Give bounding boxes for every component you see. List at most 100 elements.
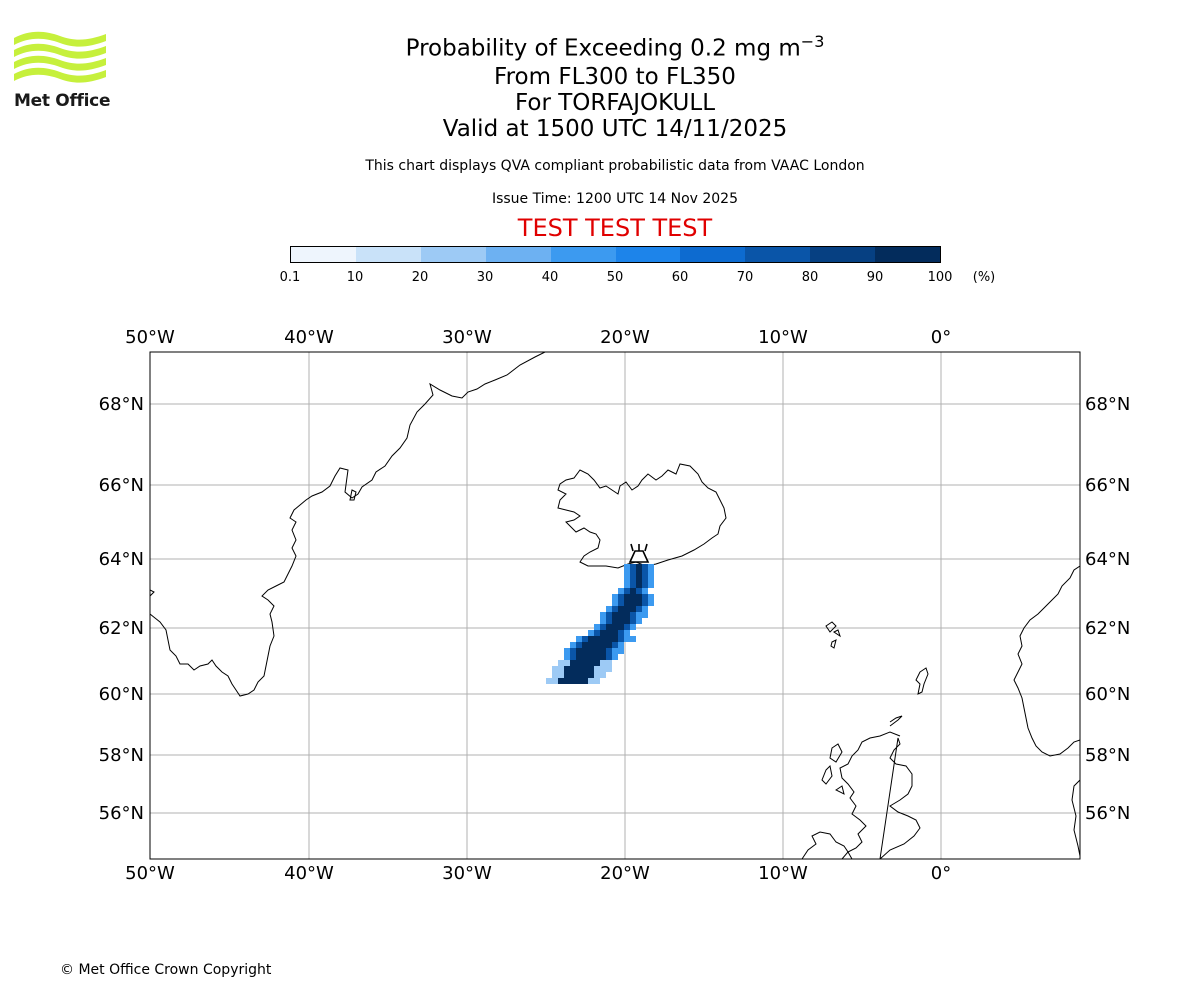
plume-cell — [594, 624, 600, 630]
colorbar-segment — [745, 247, 811, 262]
plume-cell — [630, 594, 636, 600]
chart-title-text: Probability of Exceeding 0.2 mg m — [405, 35, 801, 62]
lon-label-bottom: 0° — [931, 863, 951, 884]
lat-label-left: 58°N — [99, 745, 144, 766]
scotland-coastline — [839, 715, 921, 859]
plume-cell — [600, 612, 606, 618]
plume-cell — [636, 582, 642, 588]
lat-labels-right: 68°N 66°N 64°N 62°N 60°N 58°N 56°N — [1085, 394, 1130, 824]
colorbar-tick-label: 70 — [736, 270, 754, 285]
colorbar-segment — [810, 247, 876, 262]
plume-cell — [624, 624, 630, 630]
chart-description: This chart displays QVA compliant probab… — [365, 158, 865, 174]
plume-cell — [618, 636, 624, 642]
plume-cell — [624, 612, 630, 618]
plume-cell — [636, 618, 642, 624]
plume-cell — [582, 654, 588, 660]
plume-cell — [642, 612, 648, 618]
plume-cell — [606, 624, 612, 630]
plume-cell — [624, 600, 630, 606]
colorbar-ticks: 0.1 10 20 30 40 50 60 70 80 90 100 — [0, 270, 1200, 290]
plume-cell — [630, 564, 636, 570]
plume-cell — [600, 648, 606, 654]
colorbar-segment — [550, 247, 616, 262]
plume-cell — [594, 630, 600, 636]
plume-cell — [648, 600, 654, 606]
hebrides — [821, 743, 845, 795]
plume-cell — [618, 606, 624, 612]
volcano-icon — [628, 543, 650, 563]
plume-cell — [588, 678, 594, 684]
plume-cell — [636, 576, 642, 582]
lat-label-right: 66°N — [1085, 475, 1130, 496]
colorbar-tick-label: 80 — [801, 270, 819, 285]
lon-labels-bottom: 50°W 40°W 30°W 20°W 10°W 0° — [125, 863, 951, 884]
lon-label-top: 0° — [931, 327, 951, 348]
plume-cell — [630, 624, 636, 630]
plume-cell — [594, 636, 600, 642]
plume-cell — [612, 630, 618, 636]
lat-label-right: 60°N — [1085, 684, 1130, 705]
plume-cell — [594, 660, 600, 666]
plume-cell — [648, 582, 654, 588]
logo-label: Met Office — [14, 91, 111, 111]
plume-cell — [600, 654, 606, 660]
plume-cell — [630, 618, 636, 624]
plume-cell — [588, 666, 594, 672]
plume-cell — [612, 636, 618, 642]
plume-cell — [606, 612, 612, 618]
plume-cell — [570, 654, 576, 660]
plume-cell — [636, 570, 642, 576]
plume-cell — [624, 606, 630, 612]
plume-cell — [582, 636, 588, 642]
plume-cell — [624, 588, 630, 594]
plume-cell — [630, 606, 636, 612]
colorbar-segment — [420, 247, 486, 262]
plume-cell — [582, 666, 588, 672]
plume-cell — [564, 648, 570, 654]
plume-cell — [636, 606, 642, 612]
plume-cell — [570, 666, 576, 672]
plume-cell — [576, 648, 582, 654]
plume-cell — [600, 642, 606, 648]
volcano-name: For TORFAJOKULL — [514, 90, 716, 116]
lon-label-bottom: 40°W — [284, 863, 334, 884]
plume-cell — [648, 576, 654, 582]
colorbar-segment — [680, 247, 746, 262]
chart-title-exponent: −3 — [800, 32, 825, 51]
plume-cell — [612, 618, 618, 624]
faroe-islands — [825, 621, 841, 649]
map-frame — [149, 351, 1081, 860]
plume-cell — [594, 666, 600, 672]
plume-cell — [576, 678, 582, 684]
plume-cell — [576, 672, 582, 678]
met-office-waves-icon — [14, 31, 106, 83]
plume-cell — [642, 600, 648, 606]
plume-cell — [570, 648, 576, 654]
denmark-coastline — [1071, 779, 1080, 857]
plume-cell — [558, 672, 564, 678]
plume-cell — [642, 588, 648, 594]
plume-cell — [576, 666, 582, 672]
copyright-notice: © Met Office Crown Copyright — [60, 962, 272, 978]
lat-label-right: 56°N — [1085, 803, 1130, 824]
plume-cell — [606, 606, 612, 612]
ash-probability-plume — [546, 564, 654, 684]
plume-cell — [612, 612, 618, 618]
lon-label-top: 30°W — [442, 327, 492, 348]
lon-label-top: 10°W — [758, 327, 808, 348]
colorbar — [290, 246, 941, 263]
plume-cell — [564, 666, 570, 672]
plume-cell — [576, 636, 582, 642]
plume-cell — [558, 678, 564, 684]
colorbar-segment — [875, 247, 941, 262]
plume-cell — [624, 564, 630, 570]
lat-label-left: 62°N — [99, 618, 144, 639]
plume-cell — [612, 642, 618, 648]
plume-cell — [588, 672, 594, 678]
plume-cell — [630, 582, 636, 588]
plume-cell — [582, 648, 588, 654]
plume-cell — [618, 588, 624, 594]
plume-cell — [600, 636, 606, 642]
plume-cell — [582, 642, 588, 648]
